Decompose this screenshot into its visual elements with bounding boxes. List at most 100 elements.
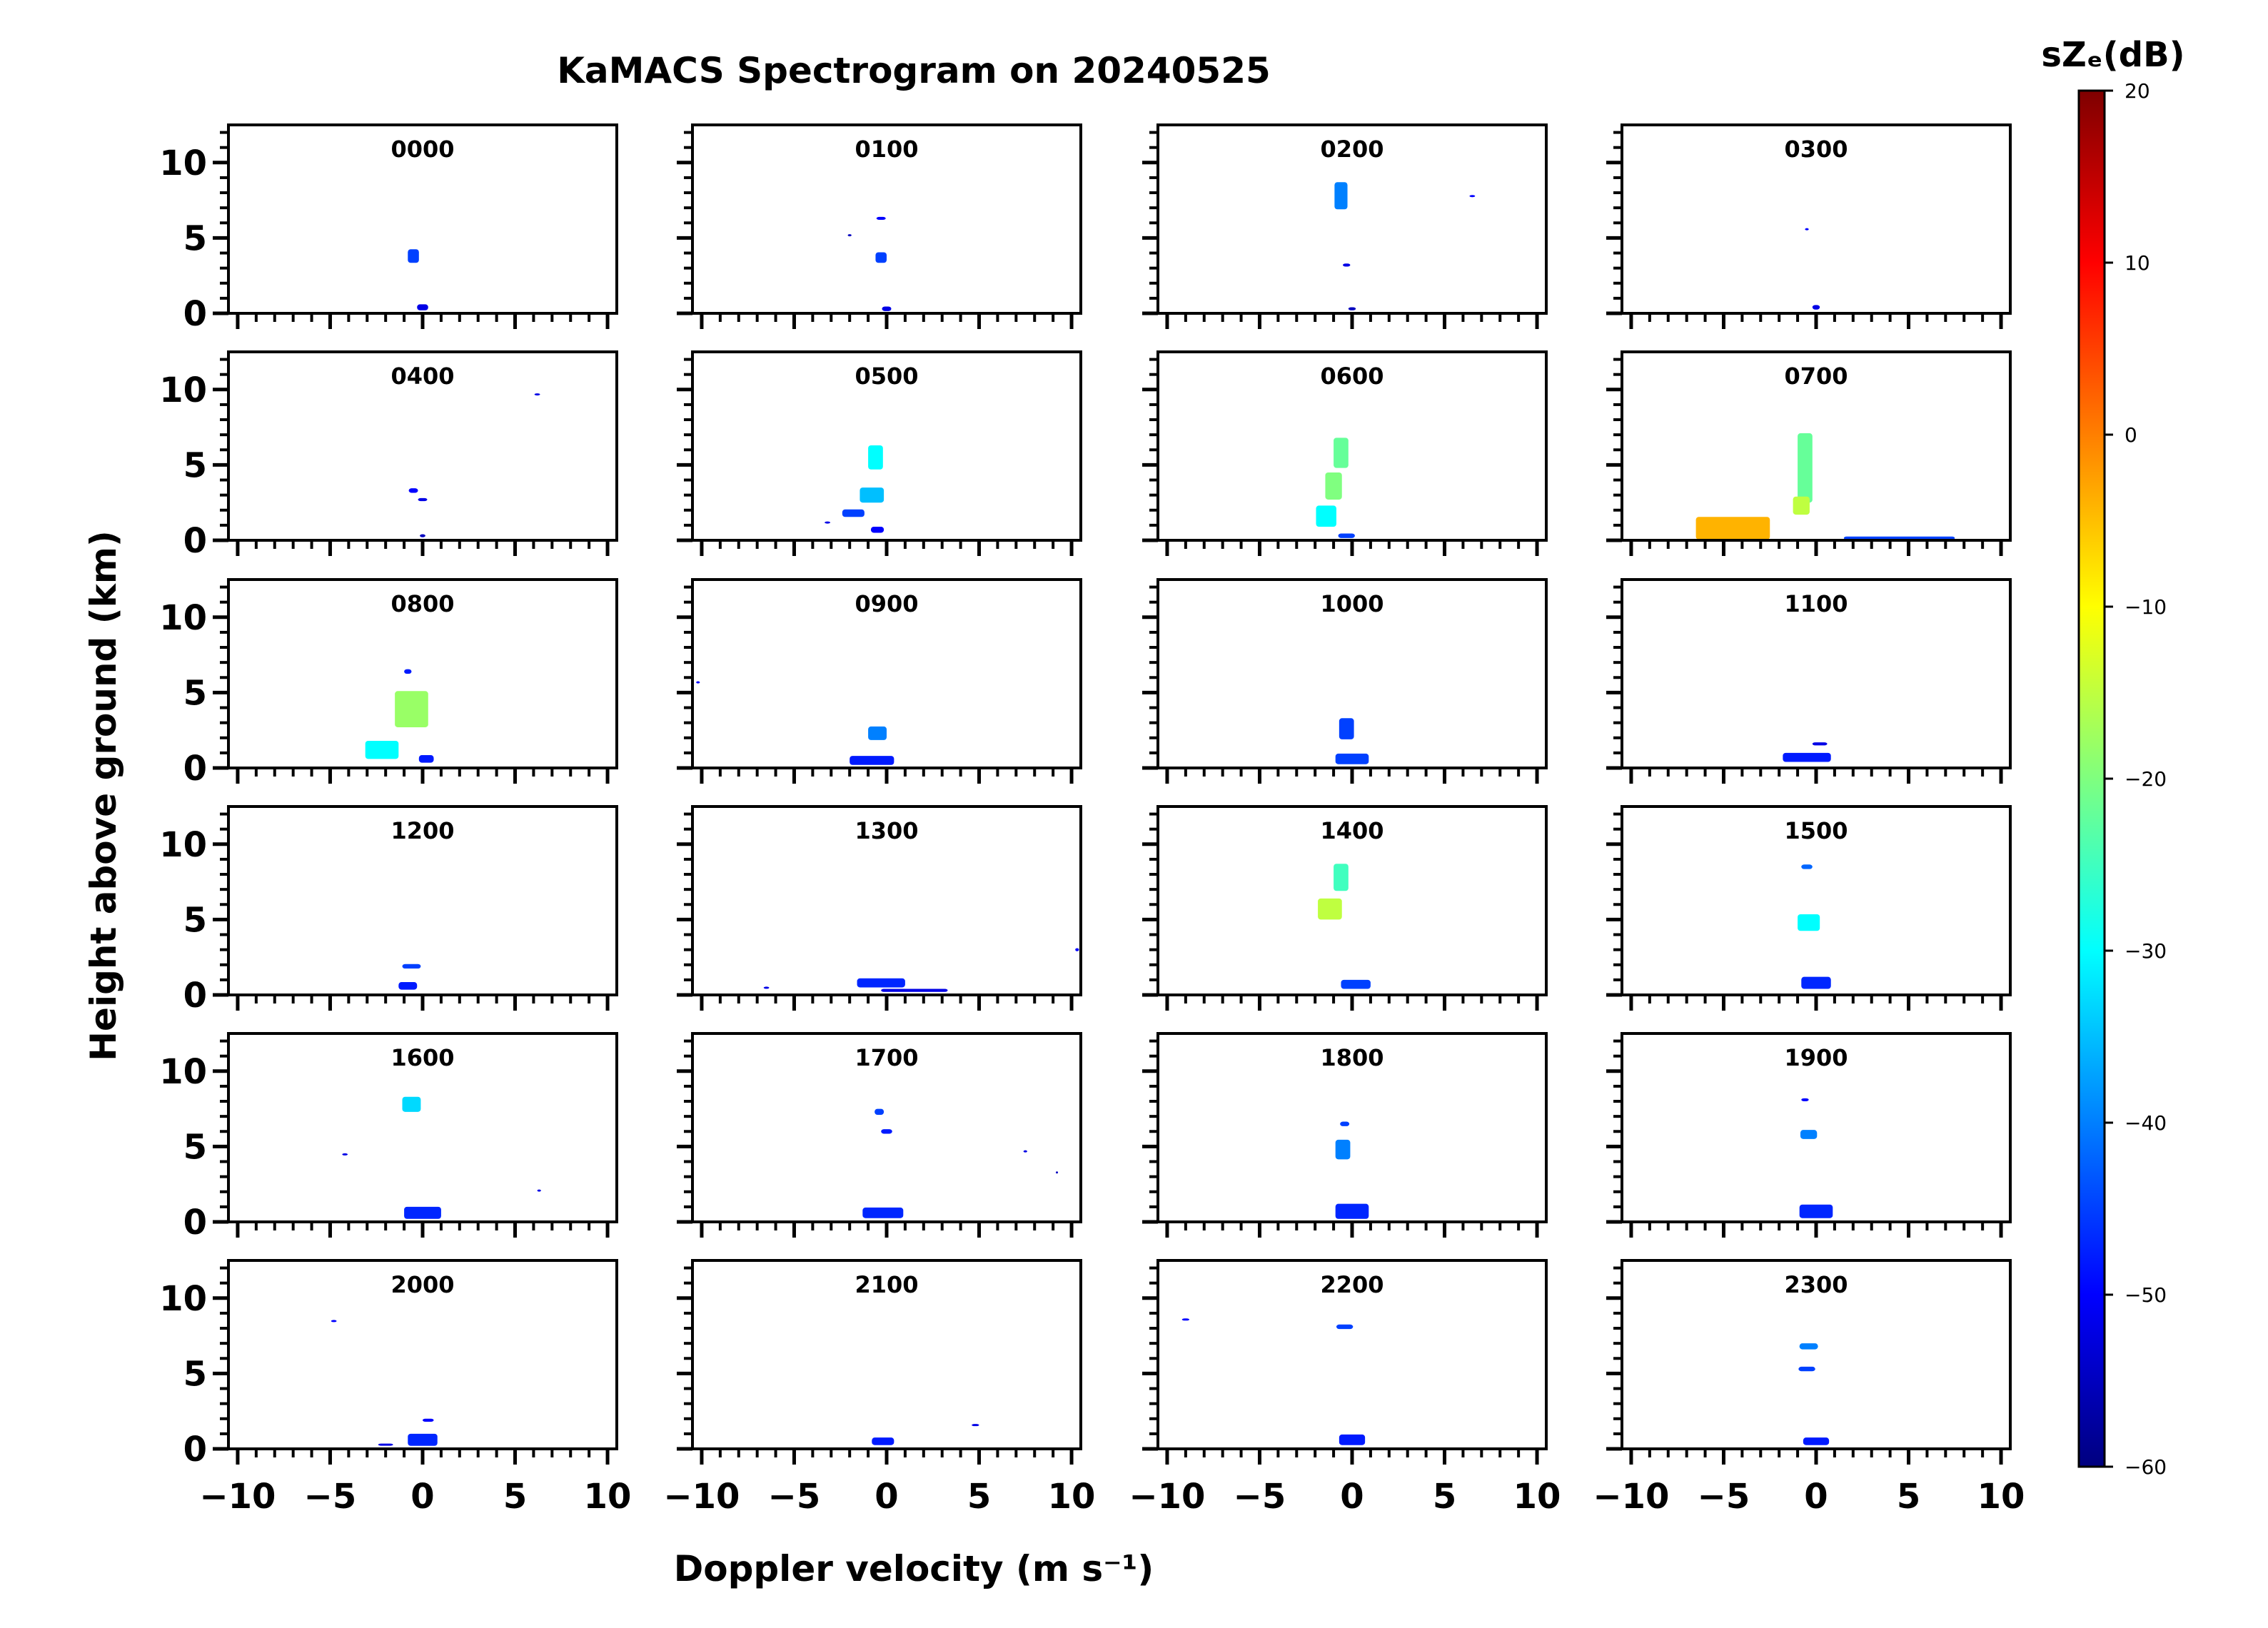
x-tick-label: 0 [875, 1477, 898, 1517]
echo-feature [1812, 742, 1828, 746]
y-tick-label: 5 [183, 673, 207, 713]
panel-background [692, 1033, 1081, 1222]
echo-feature [1023, 1150, 1027, 1153]
x-tick-label: −5 [768, 1477, 821, 1517]
x-tick-label: 10 [584, 1477, 632, 1517]
x-tick-label: −10 [1593, 1477, 1669, 1517]
colorbar-label: sZₑ(dB) [2041, 35, 2184, 75]
y-tick-label: 5 [183, 900, 207, 940]
echo-feature [1348, 307, 1356, 310]
panel-1100: 1100 [1606, 578, 2012, 784]
panel-label: 0100 [855, 136, 918, 163]
echo-feature [875, 1108, 884, 1116]
echo-feature [423, 1418, 434, 1422]
echo-feature [408, 249, 419, 263]
echo-feature [1801, 864, 1813, 869]
echo-feature [1799, 1343, 1818, 1350]
chart-title: KaMACS Spectrogram on 20240525 [557, 50, 1271, 91]
panel-background [228, 352, 617, 540]
panel-background [692, 1260, 1081, 1449]
panel-background [228, 125, 617, 313]
colorbar-tick-label: −30 [2125, 939, 2167, 963]
y-tick-label: 5 [183, 218, 207, 258]
panel-background [1622, 580, 2010, 768]
echo-feature [825, 521, 830, 524]
echo-feature [1334, 864, 1349, 891]
panel-0900: 0900 [677, 578, 1082, 784]
x-tick-label: 10 [1513, 1477, 1561, 1517]
panel-background [1158, 1260, 1546, 1449]
y-tick-label: 10 [159, 143, 207, 183]
panel-1600: 1600 0 5 10 [159, 1032, 618, 1243]
echo-feature [402, 964, 421, 969]
x-tick-label: −5 [1698, 1477, 1750, 1517]
colorbar-tick-label: −60 [2125, 1455, 2167, 1479]
panel-1700: 1700 [677, 1032, 1082, 1238]
echo-feature [881, 989, 948, 992]
echo-feature [402, 1096, 421, 1112]
echo-feature [1335, 753, 1369, 764]
panel-2100: 2100 −10 −5 0 5 10 [663, 1259, 1095, 1517]
colorbar-tick-label: −20 [2125, 767, 2167, 791]
echo-feature [534, 393, 540, 396]
echo-feature [1334, 438, 1349, 468]
y-tick-label: 10 [159, 370, 207, 410]
y-tick-label: 10 [159, 1052, 207, 1092]
panel-label: 0400 [390, 363, 454, 390]
echo-feature [1341, 979, 1371, 989]
panel-0400: 0400 0 5 10 [159, 350, 618, 561]
echo-feature [842, 509, 865, 517]
y-tick-label: 10 [159, 825, 207, 865]
echo-feature [1336, 1324, 1354, 1330]
echo-feature [1798, 1366, 1815, 1372]
echo-feature [404, 1206, 441, 1219]
echo-feature [1798, 433, 1813, 503]
panel-label: 2300 [1784, 1271, 1848, 1298]
echo-feature [1056, 1171, 1059, 1174]
echo-feature [1812, 305, 1820, 310]
panel-label: 0600 [1320, 363, 1384, 390]
panel-0300: 0300 [1606, 123, 2012, 329]
panel-label: 0300 [1784, 136, 1848, 163]
echo-feature [1181, 1318, 1190, 1321]
y-tick-label: 10 [159, 598, 207, 638]
y-tick-label: 0 [183, 1430, 207, 1470]
panel-label: 1400 [1320, 817, 1384, 844]
panel-0200: 0200 [1142, 123, 1548, 329]
echo-feature [418, 497, 428, 502]
panel-0100: 0100 [677, 123, 1082, 329]
panel-label: 1900 [1784, 1044, 1848, 1071]
panel-1500: 1500 [1606, 805, 2012, 1011]
echo-feature [1469, 195, 1476, 198]
echo-feature [1800, 1130, 1818, 1139]
panel-background [1158, 125, 1546, 313]
echo-feature [331, 1320, 337, 1323]
echo-feature [862, 1207, 904, 1218]
colorbar-tick-label: 10 [2125, 251, 2150, 275]
panel-label: 1500 [1784, 817, 1848, 844]
panel-2000: 2000 0 5 10 −10 −5 0 5 10 [159, 1259, 632, 1517]
echo-feature [1695, 517, 1770, 540]
echo-feature [1335, 1139, 1351, 1160]
panel-background [1622, 1033, 2010, 1222]
echo-feature [875, 252, 887, 263]
colorbar-tick-label: −50 [2125, 1283, 2167, 1307]
x-tick-label: 10 [1977, 1477, 2025, 1517]
colorbar-tick-label: −10 [2125, 595, 2167, 619]
echo-feature [1798, 914, 1820, 931]
echo-feature [1334, 182, 1348, 210]
echo-feature [1799, 1204, 1833, 1218]
panel-label: 0200 [1320, 136, 1384, 163]
echo-feature [1318, 898, 1342, 920]
echo-feature [1325, 472, 1342, 500]
x-tick-label: −5 [1234, 1477, 1286, 1517]
panel-2300: 2300 −10 −5 0 5 10 [1593, 1259, 2025, 1517]
y-tick-label: 5 [183, 445, 207, 485]
panel-label: 0500 [855, 363, 918, 390]
panel-2200: 2200 −10 −5 0 5 10 [1129, 1259, 1561, 1517]
panel-label: 2000 [390, 1271, 454, 1298]
panel-background [692, 125, 1081, 313]
panel-background [1622, 125, 2010, 313]
